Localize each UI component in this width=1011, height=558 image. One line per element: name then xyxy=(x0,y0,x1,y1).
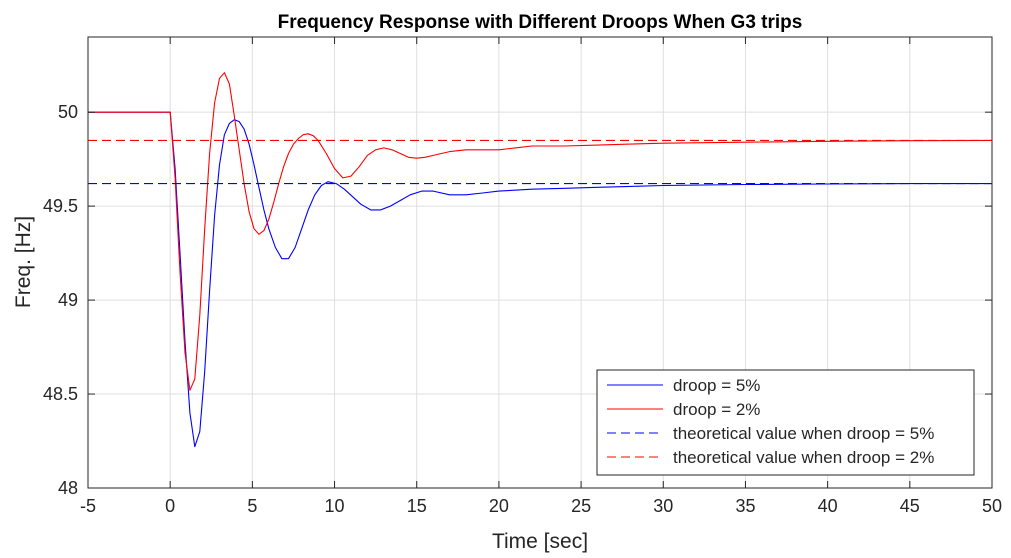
x-tick-label: 5 xyxy=(247,496,257,516)
x-tick-label: -5 xyxy=(80,496,96,516)
x-tick-label: 30 xyxy=(653,496,673,516)
legend: droop = 5% droop = 2% theoretical value wh… xyxy=(596,369,975,476)
legend-label: theoretical value when droop = 5% xyxy=(673,424,934,443)
y-tick-label: 48 xyxy=(58,478,78,498)
series-layer xyxy=(88,72,993,448)
x-tick-label: 45 xyxy=(900,496,920,516)
axis-ticks: -5 0 5 10 15 20 25 30 35 40 45 50 48 48.5 49 49.5 50 xyxy=(43,37,1002,516)
x-tick-label: 10 xyxy=(325,496,345,516)
series-line-1 xyxy=(88,111,992,448)
x-tick-label: 35 xyxy=(735,496,755,516)
legend-label: droop = 5% xyxy=(673,376,760,395)
y-axis-label: Freq. [Hz] xyxy=(12,216,35,308)
x-axis-label: Time [sec] xyxy=(492,530,588,553)
x-tick-label: 20 xyxy=(489,496,509,516)
y-tick-label: 49 xyxy=(58,290,78,310)
legend-label: theoretical value when droop = 2% xyxy=(673,448,934,467)
chart-title: Frequency Response with Different Droops… xyxy=(278,12,803,33)
x-tick-label: 15 xyxy=(407,496,427,516)
y-tick-label: 49.5 xyxy=(43,196,78,216)
legend-label: droop = 2% xyxy=(673,400,760,419)
legend-box xyxy=(596,369,975,476)
y-tick-label: 48.5 xyxy=(43,384,78,404)
y-tick-label: 50 xyxy=(58,102,78,122)
series-line-2 xyxy=(88,72,993,391)
x-tick-label: 25 xyxy=(571,496,591,516)
x-tick-label: 50 xyxy=(982,496,1002,516)
x-tick-label: 40 xyxy=(818,496,838,516)
plot-frame xyxy=(87,36,993,489)
x-tick-label: 0 xyxy=(165,496,175,516)
